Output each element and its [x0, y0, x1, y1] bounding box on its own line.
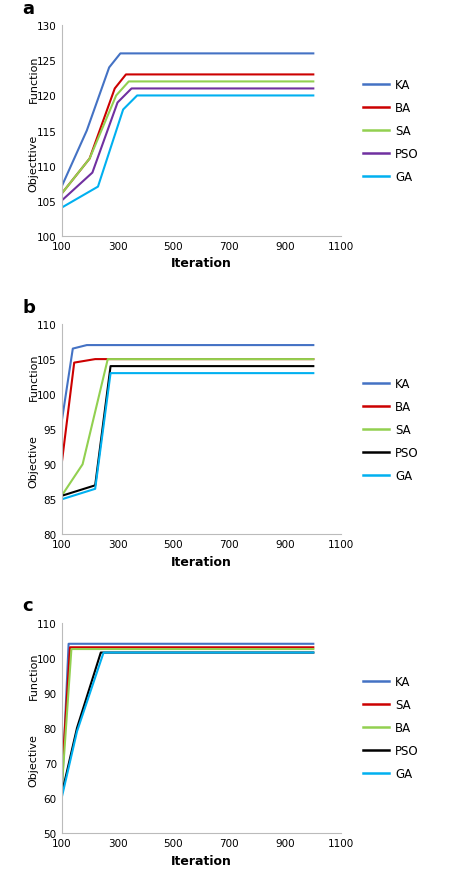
BA	[69, 644, 74, 654]
SA	[80, 460, 85, 470]
Text: a: a	[22, 0, 35, 18]
SA	[105, 354, 110, 365]
X-axis label: Iteration: Iteration	[171, 853, 232, 866]
PSO	[310, 647, 316, 658]
BA	[310, 354, 316, 365]
PSO	[128, 84, 135, 95]
SA	[59, 491, 64, 502]
X-axis label: Iteration: Iteration	[171, 257, 232, 270]
BA	[112, 84, 118, 95]
Text: Function: Function	[28, 652, 39, 699]
Text: Function: Function	[28, 55, 39, 103]
GA	[134, 91, 140, 102]
Line: BA: BA	[62, 649, 313, 791]
SA	[310, 354, 316, 365]
SA	[87, 154, 92, 165]
KA	[310, 340, 316, 351]
PSO	[108, 361, 113, 372]
KA	[310, 638, 316, 649]
GA	[100, 647, 106, 658]
PSO	[74, 723, 80, 733]
KA	[84, 340, 90, 351]
BA	[59, 786, 64, 796]
SA	[80, 642, 85, 652]
KA	[310, 49, 316, 60]
Text: c: c	[22, 596, 33, 615]
SA	[310, 642, 316, 652]
SA	[59, 775, 64, 786]
PSO	[98, 647, 104, 658]
GA	[310, 91, 316, 102]
GA	[95, 182, 101, 193]
KA	[75, 638, 81, 649]
GA	[108, 368, 113, 379]
KA	[70, 344, 76, 354]
KA	[59, 182, 64, 193]
Line: KA: KA	[62, 346, 313, 423]
SA	[59, 189, 64, 200]
Line: PSO: PSO	[62, 367, 313, 496]
Line: SA: SA	[62, 360, 313, 496]
KA	[59, 417, 64, 428]
BA	[72, 358, 77, 368]
KA	[106, 63, 112, 74]
PSO	[310, 361, 316, 372]
Line: SA: SA	[62, 82, 313, 195]
Text: Objective: Objective	[28, 435, 39, 488]
Line: PSO: PSO	[62, 89, 313, 202]
Line: BA: BA	[62, 75, 313, 195]
Line: BA: BA	[62, 360, 313, 465]
Line: GA: GA	[62, 374, 313, 500]
X-axis label: Iteration: Iteration	[171, 555, 232, 568]
BA	[82, 644, 88, 654]
BA	[310, 70, 316, 81]
GA	[59, 203, 64, 214]
GA	[310, 368, 316, 379]
Text: Function: Function	[28, 353, 39, 401]
PSO	[59, 196, 64, 207]
Legend: KA, BA, SA, PSO, GA: KA, BA, SA, PSO, GA	[358, 373, 423, 487]
PSO	[310, 84, 316, 95]
GA	[74, 726, 80, 737]
Line: KA: KA	[62, 54, 313, 188]
Legend: KA, BA, SA, PSO, GA: KA, BA, SA, PSO, GA	[358, 75, 423, 189]
KA	[59, 793, 64, 803]
PSO	[115, 98, 120, 109]
SA	[310, 77, 316, 88]
GA	[92, 484, 98, 495]
BA	[87, 154, 92, 165]
SA	[113, 91, 119, 102]
Text: b: b	[22, 298, 36, 317]
GA	[120, 105, 126, 116]
KA	[84, 126, 90, 137]
BA	[92, 354, 98, 365]
BA	[310, 644, 316, 654]
PSO	[90, 168, 95, 179]
KA	[118, 49, 123, 60]
Legend: KA, SA, BA, PSO, GA: KA, SA, BA, PSO, GA	[358, 671, 423, 785]
BA	[59, 460, 64, 470]
GA	[310, 647, 316, 658]
Line: PSO: PSO	[62, 652, 313, 795]
SA	[126, 77, 132, 88]
PSO	[59, 491, 64, 502]
BA	[59, 189, 64, 200]
KA	[66, 638, 72, 649]
SA	[67, 642, 73, 652]
PSO	[92, 481, 98, 491]
GA	[59, 495, 64, 505]
GA	[59, 793, 64, 803]
PSO	[59, 789, 64, 800]
Line: KA: KA	[62, 644, 313, 798]
Line: SA: SA	[62, 647, 313, 781]
Line: GA: GA	[62, 96, 313, 209]
Text: Objecttive: Objecttive	[28, 134, 39, 191]
BA	[123, 70, 129, 81]
Text: Objective: Objective	[28, 733, 39, 786]
Line: GA: GA	[62, 652, 313, 798]
